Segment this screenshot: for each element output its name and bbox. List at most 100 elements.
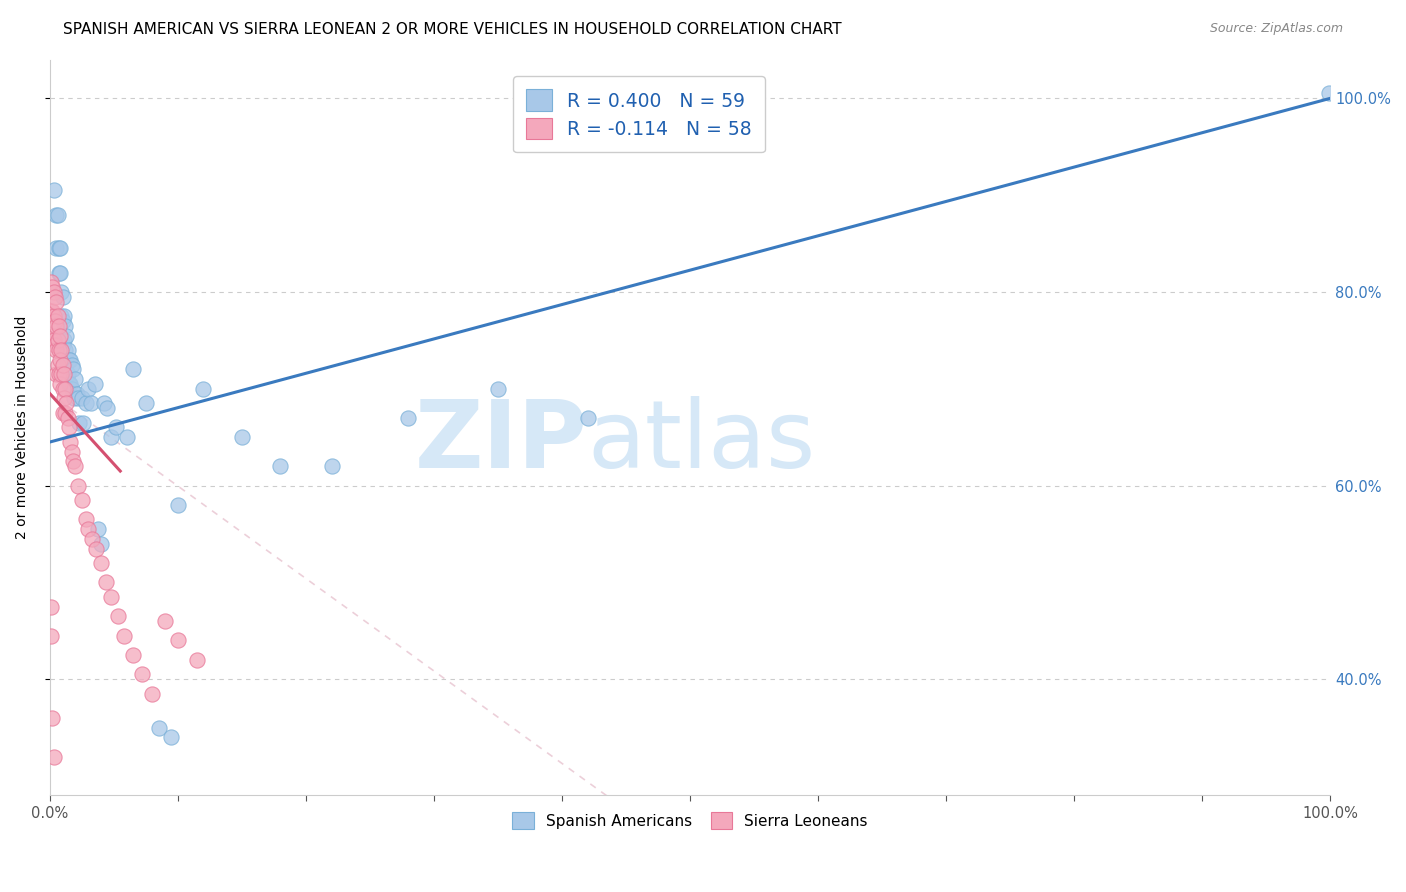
- Point: [193, 382, 215, 396]
- Point: [45, 318, 67, 333]
- Point: [53, 382, 76, 396]
- Point: [63, 392, 86, 406]
- Point: [41, 280, 63, 294]
- Point: [59, 376, 82, 391]
- Point: [1317, 87, 1340, 101]
- Point: [48, 368, 70, 382]
- Point: [42, 309, 65, 323]
- Point: [58, 376, 80, 391]
- Point: [56, 368, 79, 382]
- Point: [83, 376, 105, 391]
- Point: [42, 183, 65, 197]
- Point: [576, 410, 599, 425]
- Point: [42, 285, 65, 299]
- Point: [52, 406, 75, 420]
- Point: [52, 290, 75, 304]
- Point: [90, 556, 112, 570]
- Point: [39, 304, 62, 318]
- Point: [93, 396, 115, 410]
- Text: Source: ZipAtlas.com: Source: ZipAtlas.com: [1209, 22, 1343, 36]
- Point: [49, 376, 72, 391]
- Point: [39, 629, 62, 643]
- Point: [44, 290, 66, 304]
- Point: [41, 328, 63, 343]
- Point: [46, 334, 69, 348]
- Point: [44, 314, 66, 328]
- Point: [77, 522, 100, 536]
- Text: atlas: atlas: [588, 396, 815, 488]
- Point: [87, 522, 110, 536]
- Point: [44, 338, 66, 352]
- Point: [58, 352, 80, 367]
- Point: [39, 334, 62, 348]
- Point: [58, 420, 80, 434]
- Point: [42, 334, 65, 348]
- Point: [141, 687, 163, 701]
- Point: [59, 435, 82, 450]
- Point: [52, 382, 75, 396]
- Point: [51, 368, 73, 382]
- Point: [55, 328, 77, 343]
- Point: [56, 343, 79, 357]
- Point: [60, 382, 83, 396]
- Point: [167, 498, 190, 512]
- Point: [160, 731, 183, 745]
- Point: [46, 207, 69, 221]
- Point: [53, 343, 76, 357]
- Point: [52, 334, 75, 348]
- Point: [60, 444, 83, 458]
- Point: [45, 207, 67, 221]
- Point: [39, 599, 62, 614]
- Point: [62, 454, 84, 468]
- Point: [52, 338, 75, 352]
- Point: [45, 241, 67, 255]
- Point: [51, 343, 73, 357]
- Point: [77, 382, 100, 396]
- Point: [100, 590, 122, 604]
- Point: [321, 459, 343, 474]
- Point: [48, 343, 70, 357]
- Point: [105, 420, 128, 434]
- Point: [131, 667, 153, 681]
- Point: [70, 493, 93, 508]
- Point: [70, 392, 93, 406]
- Point: [51, 309, 73, 323]
- Point: [107, 609, 129, 624]
- Point: [135, 396, 157, 410]
- Point: [48, 241, 70, 255]
- Legend: Spanish Americans, Sierra Leoneans: Spanish Americans, Sierra Leoneans: [506, 805, 873, 836]
- Point: [65, 372, 87, 386]
- Point: [41, 304, 63, 318]
- Text: ZIP: ZIP: [415, 396, 588, 488]
- Point: [231, 430, 253, 444]
- Point: [59, 352, 82, 367]
- Point: [112, 629, 135, 643]
- Point: [80, 532, 103, 546]
- Point: [41, 711, 63, 725]
- Point: [55, 396, 77, 410]
- Point: [48, 266, 70, 280]
- Point: [100, 430, 122, 444]
- Text: SPANISH AMERICAN VS SIERRA LEONEAN 2 OR MORE VEHICLES IN HOUSEHOLD CORRELATION C: SPANISH AMERICAN VS SIERRA LEONEAN 2 OR …: [63, 22, 842, 37]
- Point: [90, 537, 112, 551]
- Point: [75, 396, 97, 410]
- Point: [52, 368, 75, 382]
- Point: [52, 314, 75, 328]
- Point: [48, 318, 70, 333]
- Point: [62, 362, 84, 376]
- Point: [46, 358, 69, 372]
- Point: [39, 275, 62, 289]
- Point: [66, 392, 89, 406]
- Point: [96, 575, 118, 590]
- Point: [67, 416, 90, 430]
- Point: [49, 328, 72, 343]
- Point: [148, 721, 170, 735]
- Point: [122, 362, 145, 376]
- Point: [51, 285, 73, 299]
- Point: [153, 614, 176, 628]
- Point: [72, 416, 94, 430]
- Point: [53, 318, 76, 333]
- Point: [66, 478, 89, 492]
- Point: [46, 309, 69, 323]
- Point: [52, 309, 75, 323]
